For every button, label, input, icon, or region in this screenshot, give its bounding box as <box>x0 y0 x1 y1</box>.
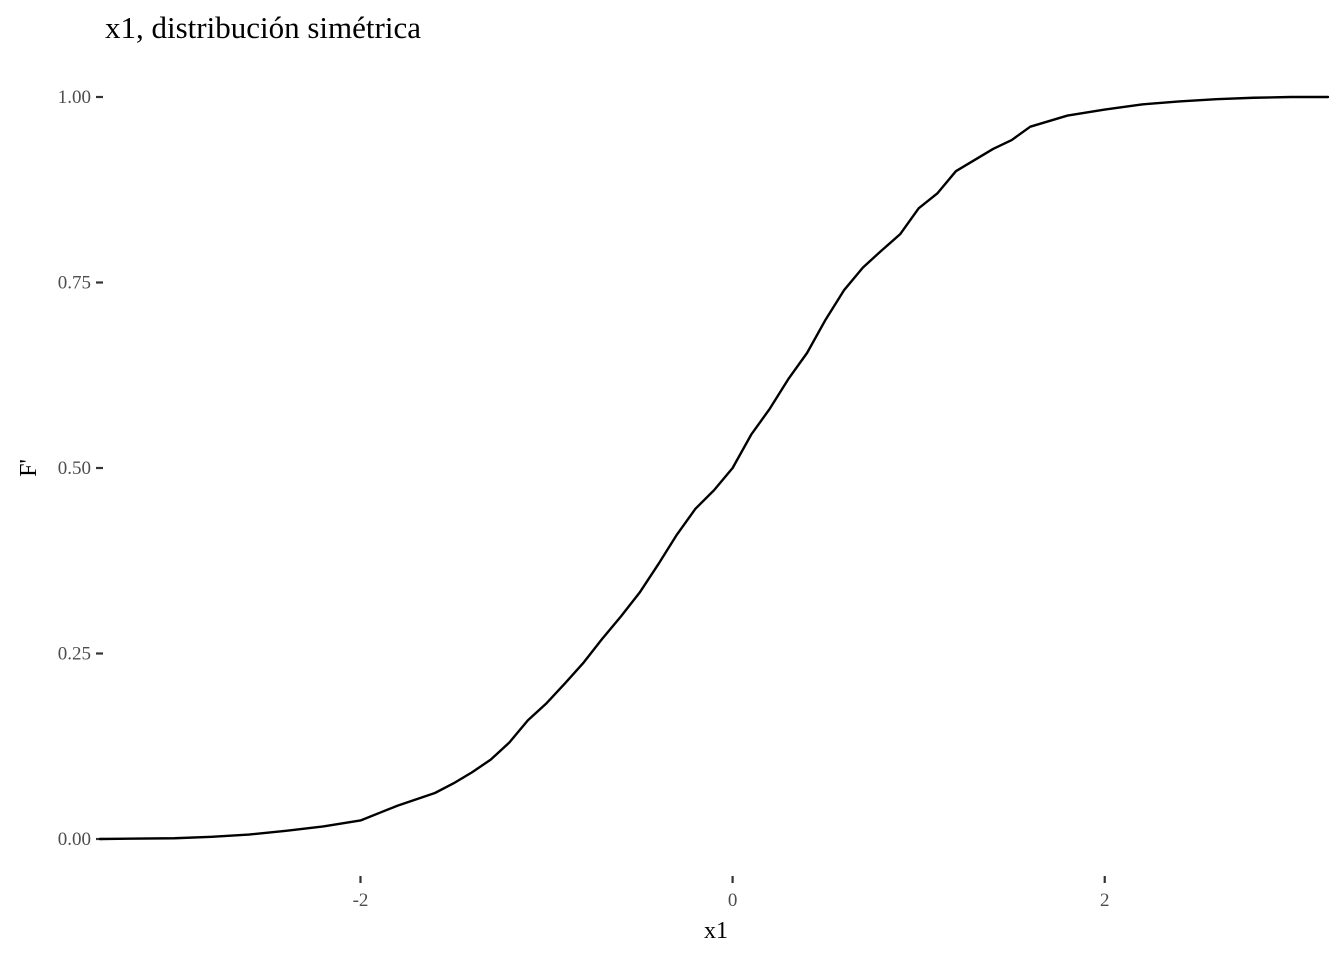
y-tick-label: 0.50 <box>58 458 91 479</box>
x-axis-title: x1 <box>704 918 728 944</box>
y-tick-label: 0.00 <box>58 829 91 850</box>
x-tick-label: -2 <box>353 890 369 911</box>
x-tick-label: 0 <box>728 890 738 911</box>
y-tick-label: 0.25 <box>58 644 91 665</box>
y-tick-label: 1.00 <box>58 87 91 108</box>
ecdf-series-line <box>98 95 1330 841</box>
y-tick-label: 0.75 <box>58 273 91 294</box>
x-tick-label: 2 <box>1100 890 1110 911</box>
chart-title: x1, distribución simétrica <box>105 10 421 45</box>
y-axis-ticks: 0.00 0.25 0.50 0.75 1.00 <box>58 87 103 850</box>
x-axis-ticks: -2 0 2 <box>353 876 1110 911</box>
y-axis-title: F' <box>16 459 42 477</box>
